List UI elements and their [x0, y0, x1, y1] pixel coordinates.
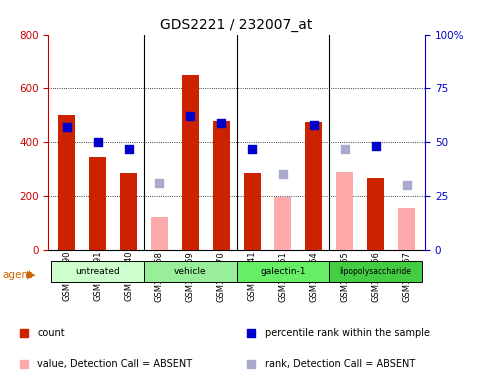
Point [186, 113, 194, 119]
Title: GDS2221 / 232007_at: GDS2221 / 232007_at [160, 18, 313, 32]
Point [341, 146, 349, 152]
FancyBboxPatch shape [51, 261, 144, 282]
Bar [367, 179, 384, 250]
Bar [243, 173, 261, 250]
Point [310, 122, 318, 128]
Point [247, 330, 255, 336]
Point [248, 146, 256, 152]
Text: galectin-1: galectin-1 [260, 267, 306, 276]
Point [94, 139, 101, 145]
Text: rank, Detection Call = ABSENT: rank, Detection Call = ABSENT [265, 359, 415, 369]
Point [20, 330, 28, 336]
Point [217, 120, 225, 126]
Point [247, 361, 255, 367]
Bar [182, 75, 199, 250]
Text: vehicle: vehicle [174, 267, 207, 276]
Text: count: count [38, 328, 65, 338]
Text: value, Detection Call = ABSENT: value, Detection Call = ABSENT [38, 359, 193, 369]
Point [403, 182, 411, 188]
Text: lipopolysaccharide: lipopolysaccharide [340, 267, 412, 276]
Bar [58, 115, 75, 250]
Bar [213, 121, 230, 250]
FancyBboxPatch shape [144, 261, 237, 282]
Bar [336, 172, 353, 250]
Bar [398, 208, 415, 250]
Point [279, 171, 287, 177]
Point [63, 124, 71, 130]
Text: untreated: untreated [75, 267, 120, 276]
Point [20, 361, 28, 367]
Bar [151, 217, 168, 250]
Bar [89, 157, 106, 250]
Text: agent: agent [2, 270, 32, 280]
Bar [305, 122, 322, 250]
Point [156, 180, 163, 186]
Point [125, 146, 132, 152]
Point [372, 143, 380, 149]
Text: ▶: ▶ [27, 270, 35, 280]
FancyBboxPatch shape [237, 261, 329, 282]
Bar [274, 197, 291, 250]
Text: percentile rank within the sample: percentile rank within the sample [265, 328, 430, 338]
Bar [120, 173, 137, 250]
FancyBboxPatch shape [329, 261, 422, 282]
